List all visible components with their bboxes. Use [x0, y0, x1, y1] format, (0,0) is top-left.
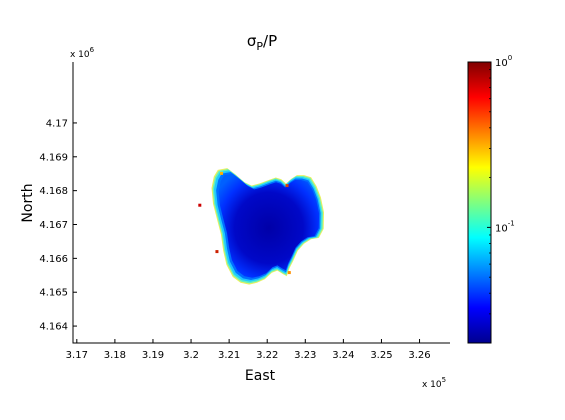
axes-frame [72, 62, 450, 344]
x-tick-label: 3.22 [256, 350, 278, 361]
chart-title: σP/P [247, 32, 277, 53]
shoreline-speckle [215, 250, 219, 254]
x-tick-label: 3.25 [370, 350, 392, 361]
y-tick-label: 4.167 [39, 220, 68, 231]
heatmap-region [198, 168, 324, 285]
x-tick-label: 3.23 [294, 350, 316, 361]
y-tick-label: 4.168 [39, 186, 68, 197]
x-tick-label: 3.24 [332, 350, 354, 361]
y-axis-label: North [20, 183, 36, 222]
y-axis-multiplier: x 106 [70, 46, 95, 60]
x-tick-label: 3.19 [142, 350, 164, 361]
colorbar [467, 61, 492, 344]
y-tick-label: 4.165 [39, 288, 68, 299]
colorbar-tick-label: 100 [495, 54, 512, 69]
y-tick-label: 4.169 [39, 152, 68, 163]
y-tick-label: 4.17 [46, 118, 68, 129]
shoreline-speckle [220, 171, 224, 175]
shoreline-speckle [287, 271, 291, 275]
colorbar-tick-label: 10-1 [495, 219, 515, 234]
shoreline-speckle [285, 184, 289, 188]
x-tick-label: 3.2 [183, 350, 199, 361]
x-tick-label: 3.26 [408, 350, 430, 361]
x-tick-label: 3.18 [104, 350, 126, 361]
shoreline-speckle [198, 203, 202, 207]
x-axis-label: East [245, 368, 276, 384]
x-axis-ticks: 3.17 3.18 3.19 3.2 3.21 3.22 3.23 3.24 3.25 3.26 [66, 339, 431, 361]
lake-interior [218, 173, 320, 278]
y-tick-label: 4.164 [39, 322, 68, 333]
x-tick-label: 3.17 [66, 350, 88, 361]
y-axis-ticks: 4.164 4.165 4.166 4.167 4.168 4.169 4.17 [39, 118, 77, 333]
x-axis-multiplier: x 105 [422, 376, 446, 390]
y-tick-label: 4.166 [39, 254, 68, 265]
colorbar-ticks: 100 10-1 [487, 54, 515, 344]
x-tick-label: 3.21 [218, 350, 240, 361]
